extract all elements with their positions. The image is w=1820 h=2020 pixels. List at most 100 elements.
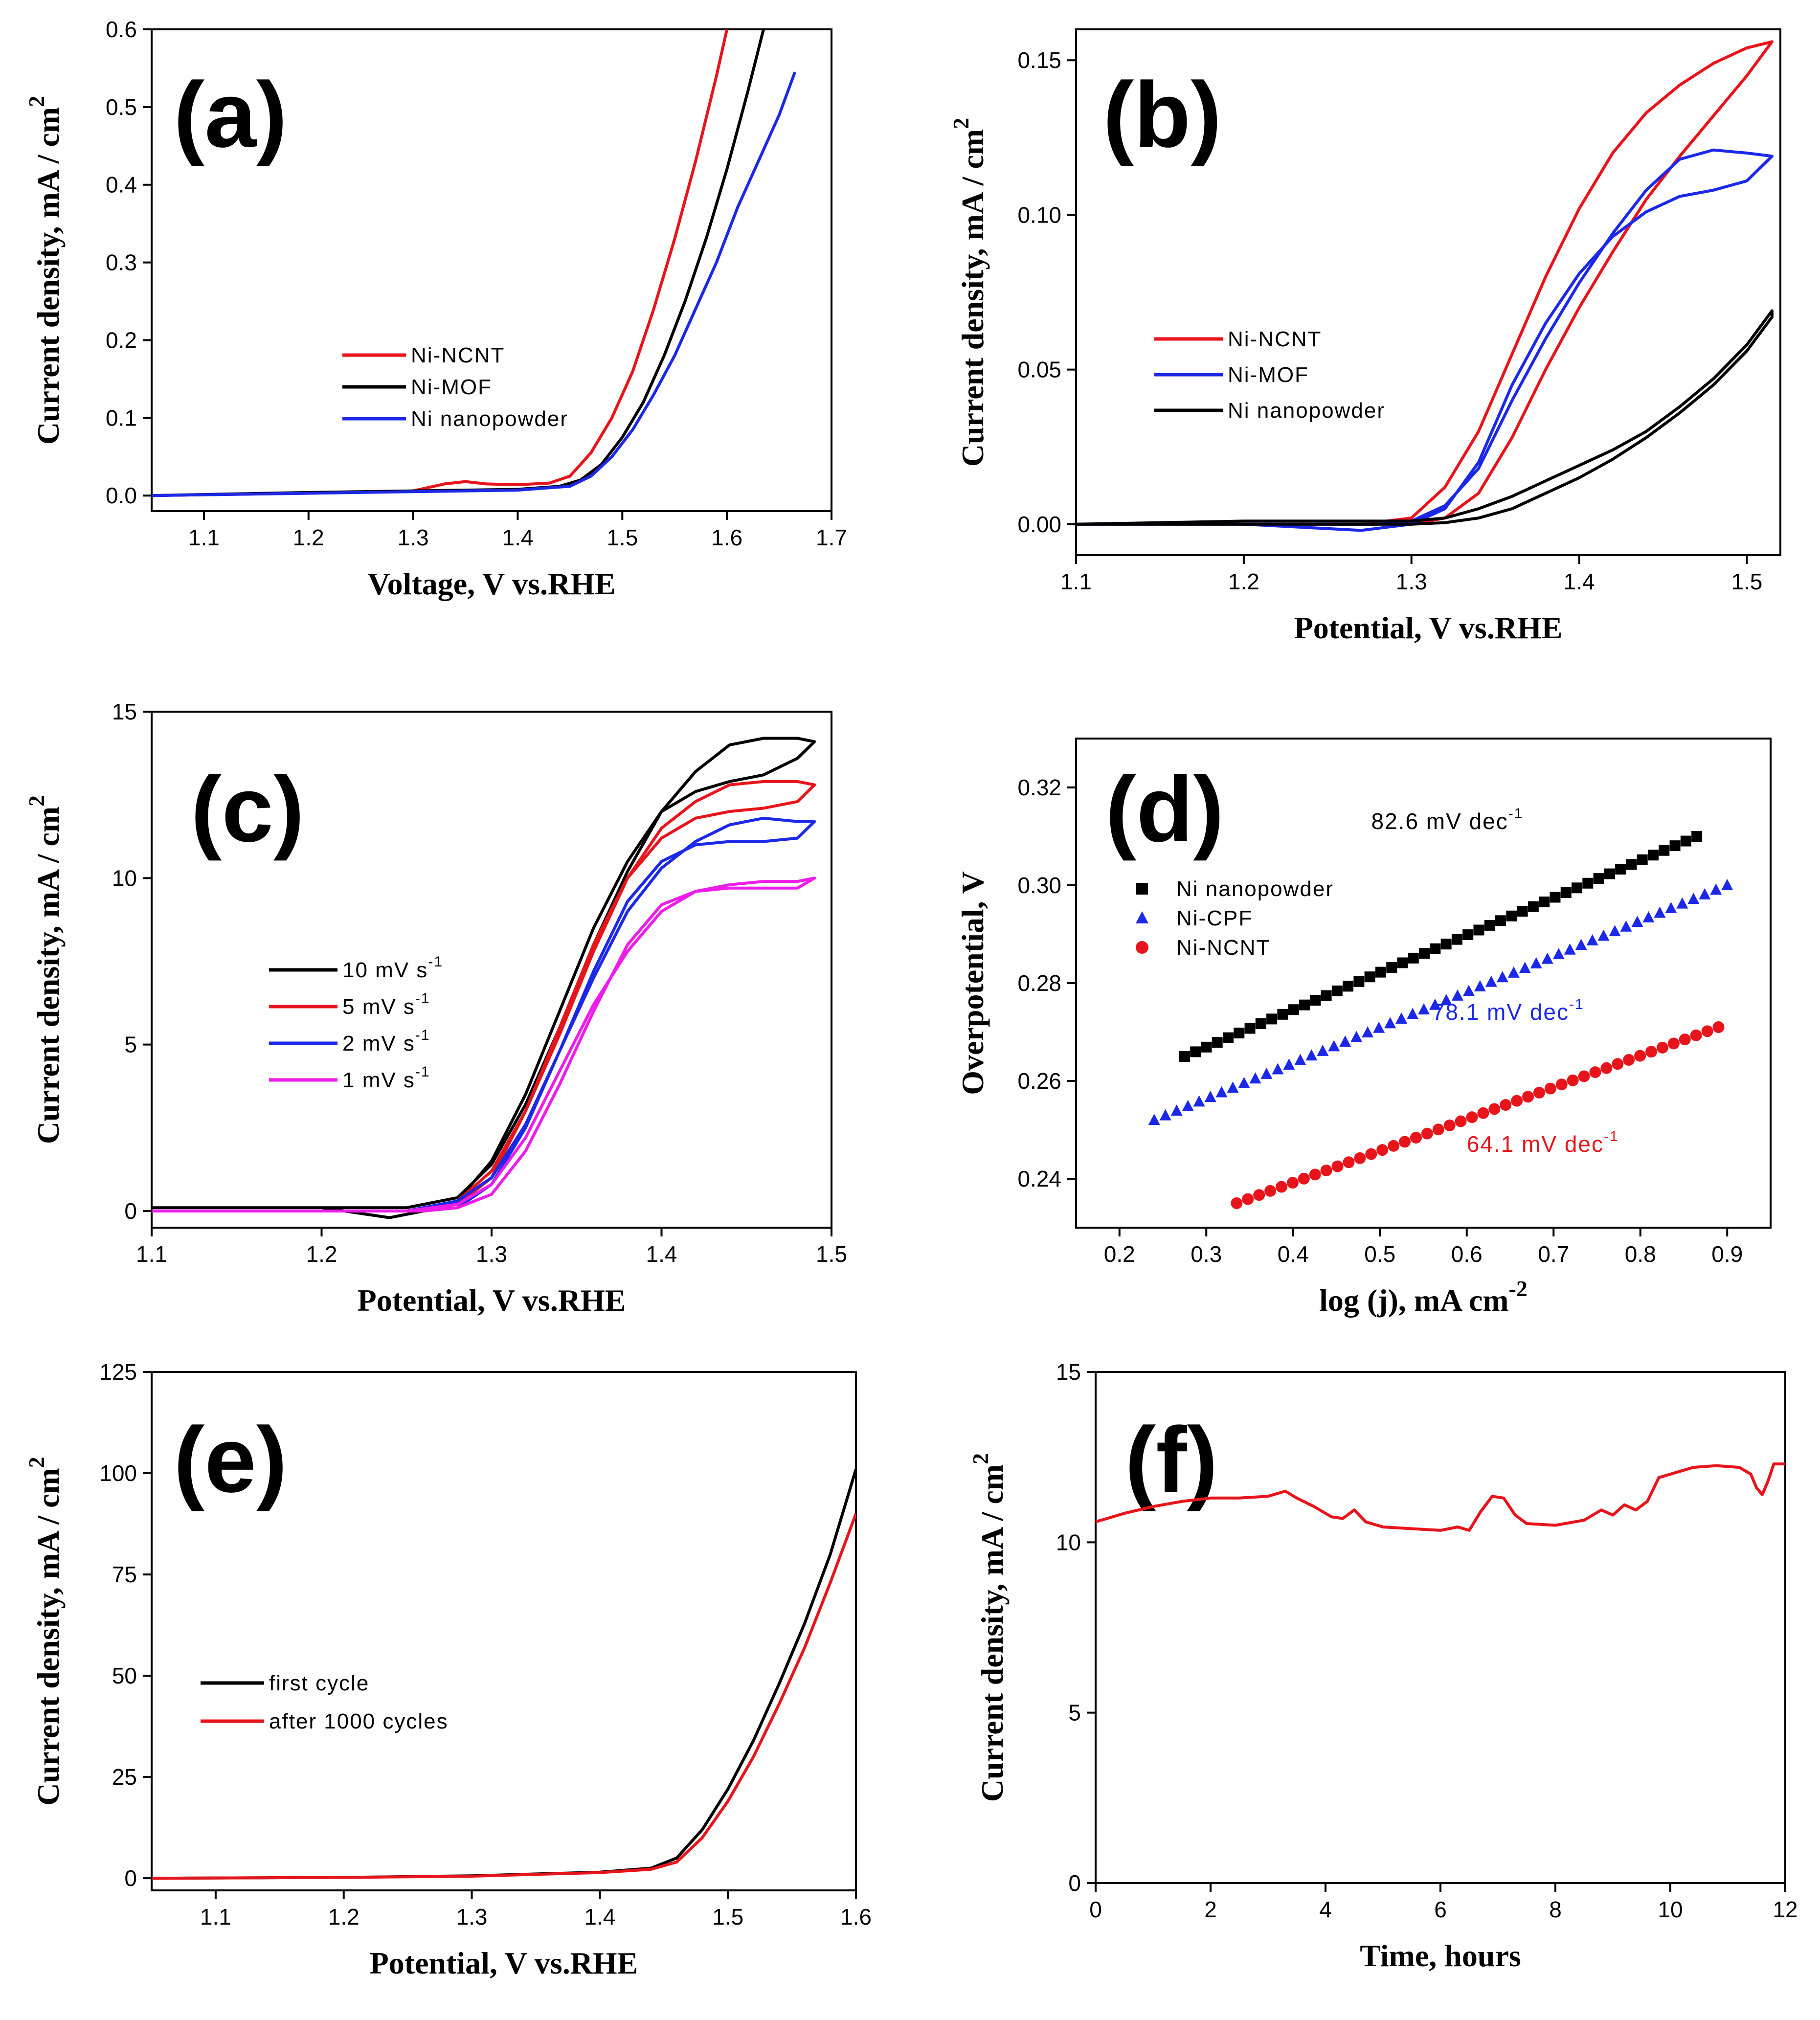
y-tick-label: 0.5 bbox=[106, 94, 137, 120]
data-point-triangle bbox=[1687, 893, 1700, 904]
series-ni-ncnt bbox=[1231, 1021, 1725, 1209]
data-point-circle bbox=[1634, 1050, 1646, 1062]
data-point-circle bbox=[1555, 1078, 1568, 1091]
x-axis-title-sup: -2 bbox=[1509, 1276, 1528, 1301]
legend-label: 2 mV s-1 bbox=[342, 1027, 430, 1055]
data-point-circle bbox=[1466, 1111, 1478, 1123]
data-layer bbox=[152, 1468, 856, 1880]
data-point-triangle bbox=[1710, 883, 1722, 895]
legend-label: Ni-MOF bbox=[1228, 363, 1309, 387]
x-axis-title-text: Voltage, V vs.RHE bbox=[367, 566, 615, 601]
x-tick-label: 1.3 bbox=[456, 1904, 488, 1930]
panel-1: 1.1 1.2 1.3 1.4 1.5 0.00 0.05 0.10 0.15 Potential… bbox=[948, 28, 1781, 645]
data-point-triangle bbox=[1339, 1035, 1351, 1047]
y-axis-title-sup: 2 bbox=[968, 1453, 993, 1464]
x-tick-label: 1.4 bbox=[584, 1904, 615, 1930]
data-point-triangle bbox=[1462, 985, 1475, 996]
data-point-triangle bbox=[1159, 1109, 1171, 1121]
legend-label: first cycle bbox=[269, 1671, 369, 1695]
data-point-triangle bbox=[1294, 1054, 1306, 1065]
data-point-circle bbox=[1567, 1074, 1579, 1086]
y-tick-label: 25 bbox=[112, 1764, 137, 1790]
data-point-circle bbox=[1354, 1152, 1366, 1164]
data-point-triangle bbox=[1350, 1031, 1363, 1042]
data-point-triangle bbox=[1373, 1021, 1385, 1033]
x-tick-label: 1.3 bbox=[476, 1241, 507, 1267]
data-point-circle bbox=[1331, 1160, 1344, 1172]
y-tick-label: 125 bbox=[99, 1359, 137, 1385]
data-point-circle bbox=[1522, 1091, 1534, 1103]
legend-label: Ni nanopowder bbox=[1176, 877, 1334, 901]
data-point-circle bbox=[1533, 1086, 1545, 1099]
panel-letter: (f) bbox=[1125, 1408, 1218, 1512]
x-tick-label: 1.1 bbox=[1060, 569, 1092, 594]
series-line-ni-nanopowder bbox=[1076, 309, 1774, 526]
data-point-square bbox=[1593, 873, 1604, 884]
data-point-circle bbox=[1612, 1058, 1624, 1070]
legend-marker bbox=[1136, 941, 1148, 954]
data-layer bbox=[1148, 831, 1733, 1209]
data-point-square bbox=[1615, 864, 1626, 875]
data-point-square bbox=[1321, 990, 1332, 1001]
data-point-square bbox=[1353, 976, 1365, 987]
x-tick-label: 1.4 bbox=[1564, 569, 1595, 594]
data-point-triangle bbox=[1665, 902, 1677, 914]
panel-2: 1.1 1.2 1.3 1.4 1.5 0 5 10 15 Potential, V vs.RHE… bbox=[24, 699, 847, 1318]
data-point-square bbox=[1495, 915, 1506, 926]
y-tick-label: 0.05 bbox=[1017, 357, 1061, 382]
plot-frame bbox=[151, 1371, 857, 1891]
data-point-triangle bbox=[1148, 1114, 1160, 1125]
y-tick-label: 0.00 bbox=[1017, 512, 1061, 537]
data-point-square bbox=[1201, 1041, 1212, 1053]
data-point-triangle bbox=[1170, 1104, 1183, 1116]
series-line-ni-ncnt bbox=[1076, 40, 1774, 526]
data-point-triangle bbox=[1699, 888, 1711, 899]
data-point-square bbox=[1528, 901, 1539, 912]
data-point-circle bbox=[1511, 1095, 1523, 1107]
data-point-square bbox=[1647, 850, 1659, 861]
data-point-circle bbox=[1645, 1046, 1658, 1058]
y-axis-title-text: Current density, mA / cm bbox=[955, 129, 990, 467]
series-line-after-1000-cycles bbox=[152, 1513, 856, 1880]
data-point-triangle bbox=[1249, 1072, 1261, 1084]
slope-annotation-text: 82.6 mV dec bbox=[1371, 808, 1508, 834]
data-point-triangle bbox=[1429, 998, 1441, 1010]
data-point-square bbox=[1288, 1004, 1299, 1015]
data-point-circle bbox=[1298, 1172, 1310, 1185]
data-point-square bbox=[1310, 995, 1321, 1006]
slope-annotation-sup: -1 bbox=[1508, 806, 1524, 822]
data-point-circle bbox=[1712, 1021, 1725, 1033]
y-axis-title-sup: 2 bbox=[24, 96, 49, 107]
data-point-triangle bbox=[1676, 897, 1688, 909]
data-point-triangle bbox=[1407, 1008, 1419, 1019]
data-point-square bbox=[1517, 906, 1528, 917]
x-axis-title-text: Potential, V vs.RHE bbox=[358, 1283, 626, 1318]
y-tick-label: 0.32 bbox=[1017, 775, 1061, 800]
legend-label-sup: -1 bbox=[415, 990, 430, 1007]
y-axis-title-sup: 2 bbox=[24, 1457, 49, 1468]
x-tick-label: 0.5 bbox=[1364, 1241, 1395, 1267]
x-tick-label: 1.4 bbox=[502, 525, 533, 550]
panel-letter: (b) bbox=[1103, 63, 1222, 167]
y-tick-label: 0.15 bbox=[1017, 47, 1061, 73]
x-tick-label: 1.2 bbox=[293, 525, 324, 550]
y-axis-title: Current density, mA / cm2 bbox=[968, 1453, 1010, 1802]
data-point-square bbox=[1473, 924, 1484, 936]
data-point-square bbox=[1691, 831, 1703, 842]
y-axis-title: Current density, mA / cm2 bbox=[24, 1457, 66, 1805]
legend-label: 5 mV s-1 bbox=[342, 990, 430, 1019]
data-point-square bbox=[1451, 934, 1462, 945]
series-line-stability bbox=[1096, 1462, 1785, 1532]
data-point-triangle bbox=[1193, 1095, 1205, 1107]
legend-label: 10 mV s-1 bbox=[342, 954, 443, 982]
data-point-triangle bbox=[1552, 948, 1565, 960]
panel-3: 0.2 0.3 0.4 0.5 0.6 0.7 0.8 0.9 0.24 0.26 0.28 0.30… bbox=[955, 738, 1772, 1318]
data-point-square bbox=[1408, 952, 1419, 964]
y-tick-label: 0.3 bbox=[106, 250, 137, 275]
slope-annotation-text: 64.1 mV dec bbox=[1467, 1131, 1604, 1157]
x-tick-label: 0 bbox=[1089, 1897, 1102, 1922]
y-tick-label: 0.2 bbox=[106, 327, 137, 353]
data-layer bbox=[152, 29, 797, 497]
legend-label: after 1000 cycles bbox=[269, 1709, 449, 1733]
data-point-circle bbox=[1399, 1136, 1411, 1148]
